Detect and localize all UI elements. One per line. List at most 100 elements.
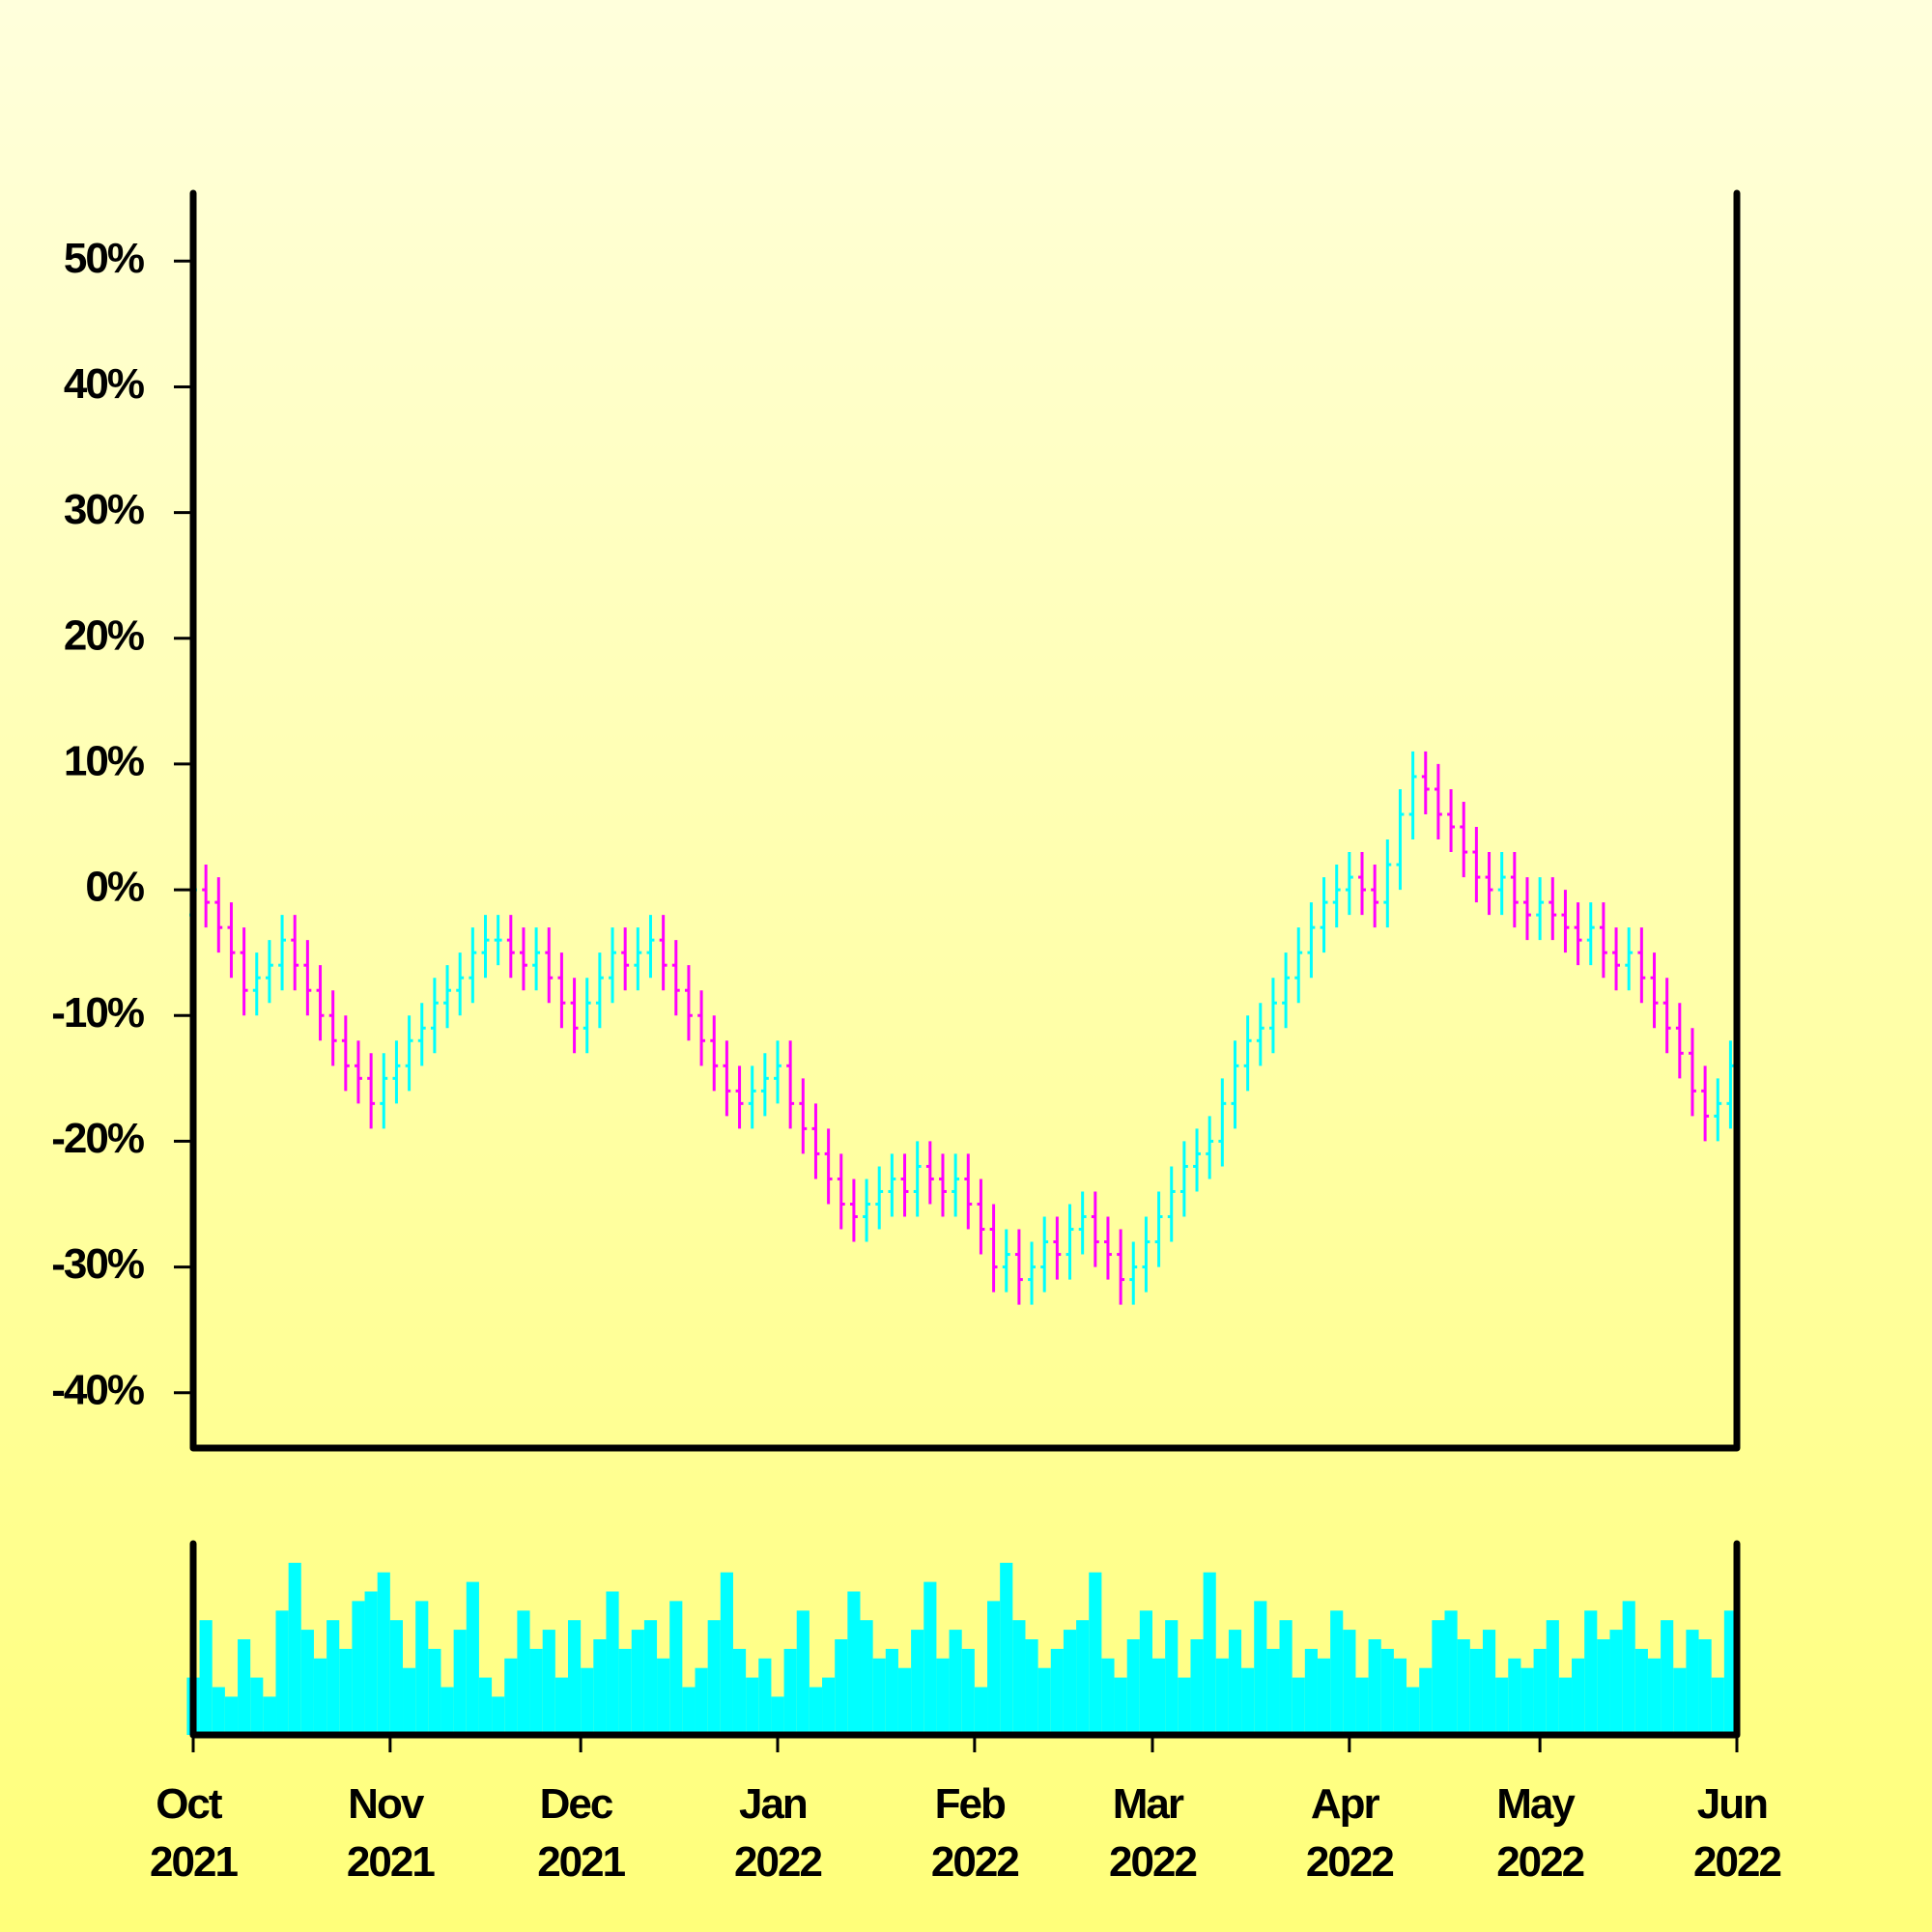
volume-bar <box>1520 1667 1534 1735</box>
x-tick-label: Oct 2021 <box>150 1780 238 1886</box>
volume-bar <box>428 1648 441 1735</box>
volume-bar <box>492 1696 505 1735</box>
volume-bar <box>313 1658 327 1735</box>
volume-bar <box>1661 1620 1674 1735</box>
y-tick-label: 10% <box>64 738 144 785</box>
volume-bar <box>1203 1572 1216 1735</box>
volume-bar <box>1330 1610 1344 1735</box>
volume-bar <box>961 1648 975 1735</box>
volume-bar <box>1114 1677 1127 1735</box>
y-tick-label: -10% <box>51 989 144 1037</box>
x-tick-label: Feb 2022 <box>931 1780 1018 1886</box>
volume-bar <box>1101 1658 1115 1735</box>
volume-bar <box>263 1696 276 1735</box>
volume-bar <box>1037 1667 1051 1735</box>
volume-bar <box>377 1572 390 1735</box>
volume-bar <box>542 1630 555 1735</box>
volume-bar <box>504 1658 518 1735</box>
volume-bar <box>288 1562 301 1735</box>
volume-bar <box>1151 1658 1166 1735</box>
x-tick-label: Dec 2021 <box>537 1780 625 1886</box>
volume-bar <box>657 1658 670 1735</box>
volume-bar <box>275 1610 289 1735</box>
volume-bar <box>822 1677 836 1735</box>
volume-bar <box>923 1581 937 1735</box>
volume-bar <box>364 1591 378 1735</box>
volume-bar <box>1698 1639 1712 1735</box>
volume-bar <box>631 1630 644 1735</box>
axis-frame <box>189 189 1741 1452</box>
volume-bar <box>1215 1658 1229 1735</box>
axis-frame <box>189 1540 1741 1739</box>
volume-bar <box>389 1620 404 1735</box>
y-tick-label: 30% <box>64 486 144 533</box>
volume-bar <box>1292 1677 1305 1735</box>
volume-bar <box>1495 1677 1509 1735</box>
y-tick-label: 0% <box>85 864 143 911</box>
volume-bar <box>1572 1658 1585 1735</box>
volume-bar <box>1254 1601 1267 1735</box>
volume-bar <box>478 1677 493 1735</box>
volume-bar <box>212 1687 225 1735</box>
volume-bar <box>593 1639 607 1735</box>
volume-bar <box>440 1687 454 1735</box>
volume-bar <box>1279 1620 1293 1735</box>
volume-bar <box>669 1601 683 1735</box>
volume-bar <box>1380 1648 1394 1735</box>
volume-bar <box>1178 1677 1191 1735</box>
volume-bar <box>936 1658 950 1735</box>
volume-bar <box>1025 1639 1038 1735</box>
volume-bar <box>1406 1687 1420 1735</box>
volume-bar <box>1546 1620 1559 1735</box>
volume-bar <box>835 1639 848 1735</box>
volume-bar <box>783 1648 797 1735</box>
volume-bar <box>1622 1601 1635 1735</box>
volume-bar <box>746 1677 759 1735</box>
volume-bar <box>1444 1610 1458 1735</box>
volume-bar <box>1343 1630 1356 1735</box>
volume-bar <box>847 1591 861 1735</box>
volume-bar <box>529 1648 543 1735</box>
volume-bar <box>618 1648 632 1735</box>
volume-bar <box>1368 1639 1381 1735</box>
volume-bar <box>1126 1639 1140 1735</box>
volume-bar <box>695 1667 708 1735</box>
x-tick-label: Nov 2021 <box>347 1780 435 1886</box>
volume-bar <box>1139 1610 1152 1735</box>
volume-bar <box>911 1630 924 1735</box>
x-tick-label: May 2022 <box>1496 1780 1583 1886</box>
volume-bar <box>771 1696 784 1735</box>
volume-bar <box>758 1658 772 1735</box>
volume-bar <box>1190 1639 1204 1735</box>
volume-bar <box>707 1620 721 1735</box>
volume-bar <box>327 1620 340 1735</box>
volume-bar <box>1266 1648 1280 1735</box>
volume-bar <box>1012 1620 1026 1735</box>
volume-bar <box>1000 1562 1013 1735</box>
volume-bar <box>1076 1620 1090 1735</box>
y-tick-label: 20% <box>64 611 144 659</box>
volume-bar <box>1457 1639 1470 1735</box>
y-tick-label: -20% <box>51 1115 144 1162</box>
volume-bar <box>1165 1620 1179 1735</box>
volume-bar <box>1647 1658 1662 1735</box>
volume-bar <box>987 1601 1001 1735</box>
volume-bar <box>1419 1667 1433 1735</box>
volume-bar <box>1469 1648 1483 1735</box>
volume-bar <box>1063 1630 1077 1735</box>
volume-bar <box>1584 1610 1598 1735</box>
volume-bar <box>1673 1667 1687 1735</box>
volume-bar <box>885 1648 898 1735</box>
volume-bar <box>1597 1639 1610 1735</box>
x-tick-label: Mar 2022 <box>1109 1780 1196 1886</box>
y-tick-label: -40% <box>51 1366 144 1413</box>
volume-bar <box>1089 1572 1102 1735</box>
volume-bar <box>199 1620 213 1735</box>
volume-bar <box>238 1639 251 1735</box>
volume-bar <box>949 1630 962 1735</box>
volume-bar <box>643 1620 658 1735</box>
volume-bar <box>720 1572 733 1735</box>
volume-bar <box>1686 1630 1699 1735</box>
